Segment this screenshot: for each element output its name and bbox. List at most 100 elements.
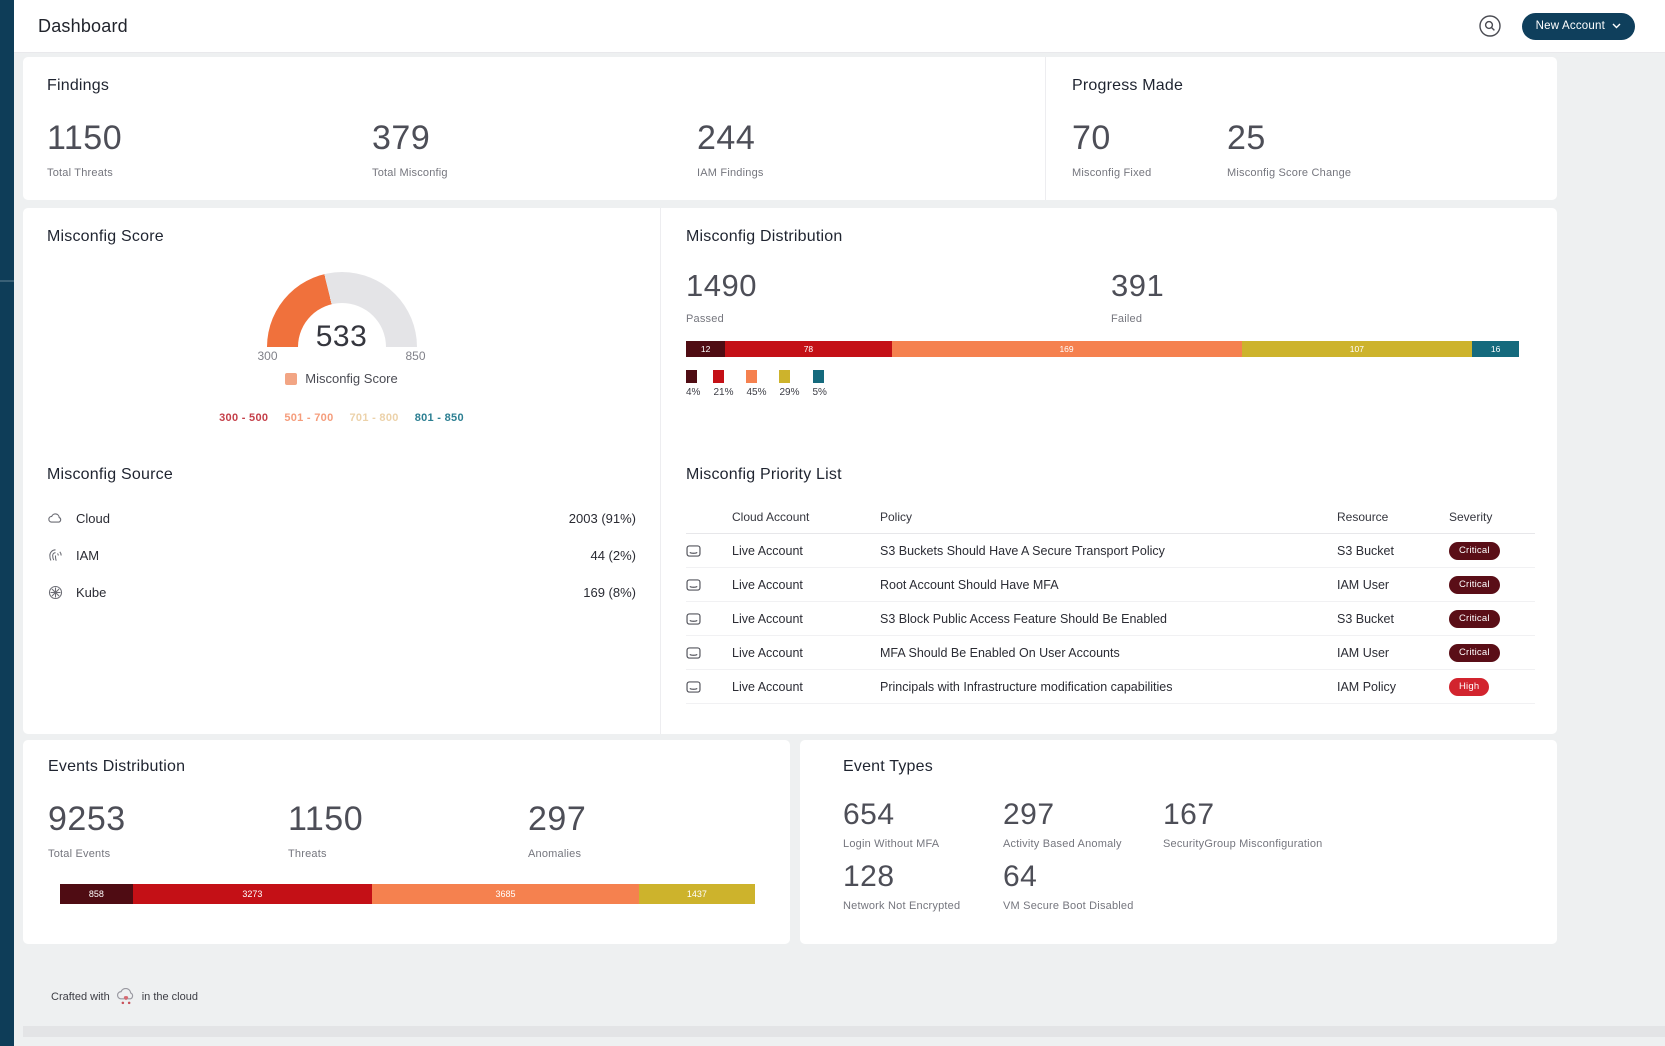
cell-resource: S3 Bucket: [1337, 611, 1394, 626]
aws-account-icon: [686, 680, 732, 693]
findings-progress-card: Findings 1150 Total Threats 379 Total Mi…: [23, 57, 1557, 200]
stat-value: 654: [843, 798, 895, 831]
search-button[interactable]: [1478, 14, 1502, 38]
stat-network-not-encrypted: 128 Network Not Encrypted: [843, 860, 1003, 912]
misconfig-distribution-title: Misconfig Distribution: [686, 228, 843, 245]
cell-severity: Critical: [1449, 575, 1535, 594]
stat-label: Passed: [686, 313, 724, 325]
stat-value: 167: [1163, 798, 1215, 831]
cell-severity: High: [1449, 677, 1535, 696]
misconfig-left-column: Misconfig Score 533 300 850 Mis: [23, 208, 660, 734]
gauge-axis-labels: 300 850: [258, 349, 426, 363]
stat-label: Misconfig Fixed: [1072, 167, 1152, 179]
stat-threats: 1150 Threats: [288, 800, 528, 860]
event-types-grid: 654 Login Without MFA 297 Activity Based…: [843, 798, 1537, 912]
cell-policy: Root Account Should Have MFA: [880, 577, 1059, 592]
footer: Crafted with in the cloud: [51, 988, 1665, 1006]
cell-account: Live Account: [732, 543, 803, 558]
stat-label: Total Events: [48, 848, 111, 860]
misconfig-score-gauge: 533: [266, 272, 417, 353]
col-resource: Resource: [1337, 509, 1389, 524]
distribution-legend: 4% 21% 45%: [686, 370, 1519, 398]
dashboard-content: Findings 1150 Total Threats 379 Total Mi…: [14, 53, 1665, 1037]
stat-value: 379: [372, 119, 431, 157]
table-row[interactable]: Live Account S3 Buckets Should Have A Se…: [686, 534, 1535, 568]
severity-badge: Critical: [1449, 609, 1500, 628]
chevron-down-icon: [1612, 23, 1621, 29]
stat-login-without-mfa: 654 Login Without MFA: [843, 798, 1003, 850]
bar-segment: 16: [1472, 341, 1519, 357]
legend-swatch: [686, 370, 697, 383]
range-501-700: 501 - 700: [284, 412, 334, 424]
cell-account: Live Account: [732, 577, 803, 592]
stat-label: Total Misconfig: [372, 167, 448, 179]
main-area: Dashboard New Account: [14, 0, 1665, 1046]
findings-title: Findings: [47, 77, 110, 94]
cloud-icon: [47, 510, 64, 527]
stat-value: 64: [1003, 860, 1038, 893]
range-701-800: 701 - 800: [349, 412, 399, 424]
bar-segment: 858: [60, 884, 133, 904]
new-account-button[interactable]: New Account: [1521, 12, 1635, 40]
source-row-kube[interactable]: Kube 169 (8%): [47, 574, 636, 611]
stat-label: Misconfig Score Change: [1227, 167, 1352, 179]
score-ranges: 300 - 500 501 - 700 701 - 800 801 - 850: [47, 412, 636, 424]
event-types-card: Event Types 654 Login Without MFA 297 Ac…: [800, 740, 1557, 944]
cell-severity: Critical: [1449, 609, 1535, 628]
stat-value: 244: [697, 119, 756, 157]
stat-label: Failed: [1111, 313, 1143, 325]
stat-label: IAM Findings: [697, 167, 764, 179]
legend-pct: 21%: [713, 387, 734, 398]
footer-text-after: in the cloud: [141, 991, 198, 1003]
bar-segment: 1437: [638, 884, 755, 904]
legend-item: 21%: [713, 370, 733, 398]
kubernetes-wheel-icon: [47, 584, 64, 601]
bar-segment: 169: [891, 341, 1242, 357]
bar-segment: 3685: [372, 884, 639, 904]
search-icon: [1478, 14, 1502, 38]
stat-label: Threats: [288, 848, 327, 860]
source-row-iam[interactable]: IAM 44 (2%): [47, 537, 636, 574]
bar-segment: 78: [725, 341, 892, 357]
stat-passed: 1490 Passed: [686, 268, 1111, 325]
events-stats: 9253 Total Events 1150 Threats 297 Anoma…: [48, 800, 790, 860]
top-bar: Dashboard New Account: [14, 0, 1665, 53]
table-row[interactable]: Live Account MFA Should Be Enabled On Us…: [686, 636, 1535, 670]
cell-account: Live Account: [732, 645, 803, 660]
bar-segment: 12: [686, 341, 726, 357]
stat-total-misconfig: 379 Total Misconfig: [372, 119, 697, 179]
legend-item: 5%: [812, 370, 827, 398]
stat-iam-findings: 244 IAM Findings: [697, 119, 1022, 179]
aws-account-icon: [686, 612, 732, 625]
stat-total-events: 9253 Total Events: [48, 800, 288, 860]
range-801-850: 801 - 850: [414, 412, 464, 424]
stat-value: 297: [1003, 798, 1055, 831]
cell-policy: S3 Block Public Access Feature Should Be…: [880, 611, 1167, 626]
cell-severity: Critical: [1449, 643, 1535, 662]
cell-resource: S3 Bucket: [1337, 543, 1394, 558]
new-account-label: New Account: [1535, 20, 1605, 32]
legend-swatch: [713, 370, 725, 383]
table-row[interactable]: Live Account Root Account Should Have MF…: [686, 568, 1535, 602]
table-row[interactable]: Live Account S3 Block Public Access Feat…: [686, 602, 1535, 636]
cell-policy: MFA Should Be Enabled On User Accounts: [880, 645, 1120, 660]
stat-total-threats: 1150 Total Threats: [47, 119, 372, 179]
misconfig-source-rows: Cloud 2003 (91%): [47, 500, 636, 611]
progress-made-section: Progress Made 70 Misconfig Fixed 25 Misc…: [1045, 57, 1557, 200]
severity-badge: High: [1449, 677, 1490, 696]
stat-value: 1490: [686, 268, 757, 303]
aws-account-icon: [686, 578, 732, 591]
bottom-strip: [23, 1026, 1665, 1037]
events-distribution-title: Events Distribution: [48, 758, 186, 775]
legend-swatch: [746, 370, 758, 383]
table-row[interactable]: Live Account Principals with Infrastruct…: [686, 670, 1535, 704]
stat-value: 391: [1111, 268, 1165, 303]
stat-value: 9253: [48, 800, 126, 838]
source-row-cloud[interactable]: Cloud 2003 (91%): [47, 500, 636, 537]
source-name: Kube: [76, 585, 107, 600]
events-distribution-bar: 858 3273 3685 1437: [60, 884, 755, 904]
topbar-actions: New Account: [1478, 12, 1635, 40]
stat-label: Anomalies: [528, 848, 582, 860]
stat-securitygroup-misconfig: 167 SecurityGroup Misconfiguration: [1163, 798, 1537, 850]
